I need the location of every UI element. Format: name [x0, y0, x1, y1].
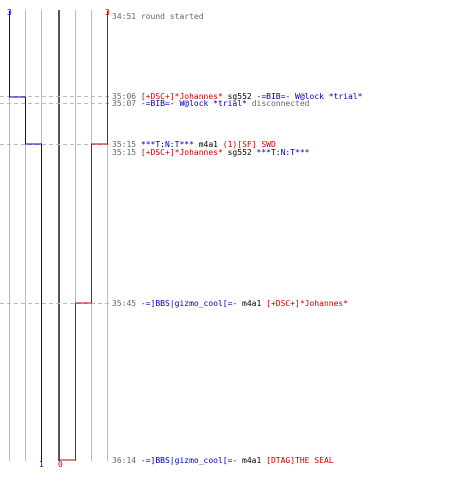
- event-text: sg552: [222, 92, 257, 101]
- event-row: 36:14 -=]BBS|gizmo_cool[=- m4a1 [DTAG]TH…: [112, 456, 334, 465]
- event-row: 35:07 -=BIB=- W@lock *trial* disconnecte…: [112, 99, 310, 108]
- event-text: (1)[SF] SWD: [222, 140, 276, 149]
- event-text: [+DSC+]*Johannes*: [140, 148, 223, 157]
- event-row: 34:51 round started: [112, 12, 204, 21]
- event-row: 35:15 ***T:N:T*** m4a1 (1)[SF] SWD: [112, 140, 276, 149]
- event-text: -=]BBS|gizmo_cool[=-: [140, 299, 238, 308]
- blue-end-count: 1: [39, 460, 44, 469]
- event-text: sg552: [222, 148, 257, 157]
- event-time: 36:14: [112, 456, 141, 465]
- blue-start-count: 3: [7, 8, 12, 17]
- event-text: round started: [140, 12, 204, 21]
- event-text: [DTAG]THE SEAL: [266, 456, 334, 465]
- event-text: [+DSC+]*Johannes*: [266, 299, 349, 308]
- event-markers: [0, 96, 112, 304]
- event-time: 35:06: [112, 92, 141, 101]
- event-time: 35:07: [112, 99, 141, 108]
- event-row: 35:15 [+DSC+]*Johannes* sg552 ***T:N:T**…: [112, 148, 310, 157]
- red-end-count: 0: [58, 460, 63, 469]
- red-start-count: 3: [105, 8, 110, 17]
- event-row: 35:45 -=]BBS|gizmo_cool[=- m4a1 [+DSC+]*…: [112, 299, 348, 308]
- event-text: [+DSC+]*Johannes*: [140, 92, 223, 101]
- event-text: disconnected: [246, 99, 310, 108]
- event-text: m4a1: [237, 299, 267, 308]
- red-team-step-line: [59, 11, 108, 461]
- blue-team-step-line: [9, 11, 42, 461]
- event-text: m4a1: [193, 140, 223, 149]
- event-text: -=]BBS|gizmo_cool[=-: [140, 456, 238, 465]
- event-time: 35:45: [112, 299, 141, 308]
- event-text: -=BIB=- W@lock *trial*: [256, 92, 363, 101]
- event-text: ***T:N:T***: [140, 140, 194, 149]
- event-time: 35:15: [112, 148, 141, 157]
- event-text: m4a1: [237, 456, 267, 465]
- event-time: 34:51: [112, 12, 141, 21]
- event-time: 35:15: [112, 140, 141, 149]
- event-text: -=BIB=- W@lock *trial*: [140, 99, 247, 108]
- event-row: 35:06 [+DSC+]*Johannes* sg552 -=BIB=- W@…: [112, 92, 362, 101]
- event-text: ***T:N:T***: [256, 148, 310, 157]
